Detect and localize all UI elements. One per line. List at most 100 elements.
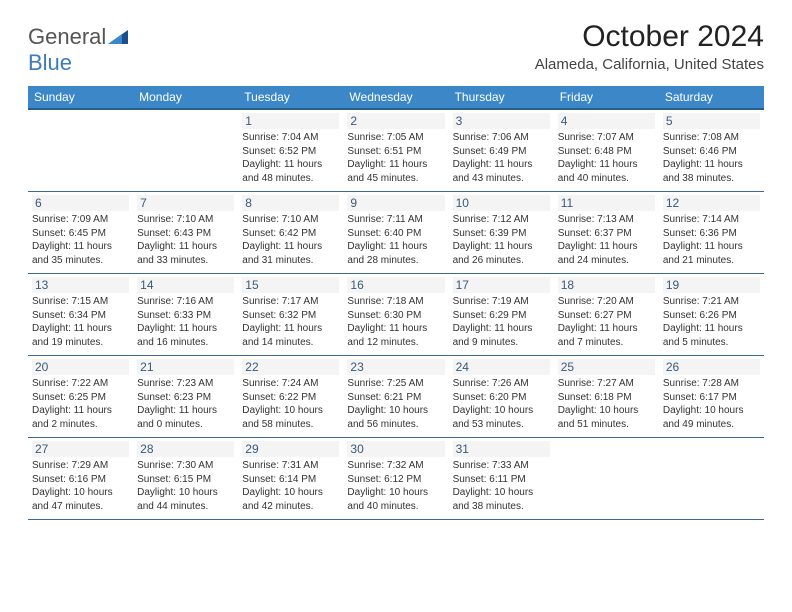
sunrise-text: Sunrise: 7:27 AM: [558, 377, 655, 391]
sunset-text: Sunset: 6:39 PM: [453, 227, 550, 241]
day-cell: 16 Sunrise: 7:18 AMSunset: 6:30 PMDayligh…: [343, 274, 448, 356]
week-row: 1Sunrise: 7:04 AMSunset: 6:52 PMDaylight…: [28, 109, 764, 192]
daylight-text: Daylight: 11 hours and 31 minutes.: [242, 240, 339, 267]
day-info: Sunrise: 7:07 AMSunset: 6:48 PMDaylight:…: [558, 131, 655, 185]
day-cell: 12Sunrise: 7:14 AMSunset: 6:36 PMDayligh…: [659, 192, 764, 274]
day-info: Sunrise: 7:16 AMSunset: 6:33 PMDaylight:…: [137, 295, 234, 349]
sunrise-text: Sunrise: 7:19 AM: [453, 295, 550, 309]
day-number: 30: [347, 441, 444, 457]
sunrise-text: Sunrise: 7:33 AM: [453, 459, 550, 473]
daylight-text: Daylight: 11 hours and 43 minutes.: [453, 158, 550, 185]
logo-text: General Blue: [28, 24, 128, 76]
sunset-text: Sunset: 6:33 PM: [137, 309, 234, 323]
sunrise-text: Sunrise: 7:28 AM: [663, 377, 760, 391]
day-number: 21: [137, 359, 234, 375]
day-cell: 18Sunrise: 7:20 AMSunset: 6:27 PMDayligh…: [554, 274, 659, 356]
day-info: Sunrise: 7:32 AMSunset: 6:12 PMDaylight:…: [347, 459, 444, 513]
daylight-text: Daylight: 11 hours and 24 minutes.: [558, 240, 655, 267]
day-number: 20: [32, 359, 129, 375]
daylight-text: Daylight: 11 hours and 14 minutes.: [242, 322, 339, 349]
day-number: 16: [347, 277, 444, 293]
day-info: Sunrise: 7:18 AMSunset: 6:30 PMDaylight:…: [347, 295, 444, 349]
sunset-text: Sunset: 6:26 PM: [663, 309, 760, 323]
day-cell: 14Sunrise: 7:16 AMSunset: 6:33 PMDayligh…: [133, 274, 238, 356]
day-cell: 17Sunrise: 7:19 AMSunset: 6:29 PMDayligh…: [449, 274, 554, 356]
sunset-text: Sunset: 6:16 PM: [32, 473, 129, 487]
day-info: Sunrise: 7:31 AMSunset: 6:14 PMDaylight:…: [242, 459, 339, 513]
col-sunday: Sunday: [28, 86, 133, 109]
daylight-text: Daylight: 10 hours and 58 minutes.: [242, 404, 339, 431]
daylight-text: Daylight: 11 hours and 38 minutes.: [663, 158, 760, 185]
day-cell: 22Sunrise: 7:24 AMSunset: 6:22 PMDayligh…: [238, 356, 343, 438]
sunrise-text: Sunrise: 7:13 AM: [558, 213, 655, 227]
weekday-header-row: Sunday Monday Tuesday Wednesday Thursday…: [28, 86, 764, 109]
day-info: Sunrise: 7:26 AMSunset: 6:20 PMDaylight:…: [453, 377, 550, 431]
day-number: 10: [453, 195, 550, 211]
day-cell: 30 Sunrise: 7:32 AMSunset: 6:12 PMDayligh…: [343, 438, 448, 520]
day-number: 2: [347, 113, 444, 129]
daylight-text: Daylight: 10 hours and 38 minutes.: [453, 486, 550, 513]
sunrise-text: Sunrise: 7:17 AM: [242, 295, 339, 309]
daylight-text: Daylight: 11 hours and 7 minutes.: [558, 322, 655, 349]
sunrise-text: Sunrise: 7:10 AM: [137, 213, 234, 227]
sunset-text: Sunset: 6:43 PM: [137, 227, 234, 241]
daylight-text: Daylight: 11 hours and 16 minutes.: [137, 322, 234, 349]
month-title: October 2024: [535, 20, 764, 54]
sunrise-text: Sunrise: 7:05 AM: [347, 131, 444, 145]
week-row: 27Sunrise: 7:29 AMSunset: 6:16 PMDayligh…: [28, 438, 764, 520]
sunrise-text: Sunrise: 7:25 AM: [347, 377, 444, 391]
day-info: Sunrise: 7:10 AMSunset: 6:43 PMDaylight:…: [137, 213, 234, 267]
sunrise-text: Sunrise: 7:23 AM: [137, 377, 234, 391]
sunset-text: Sunset: 6:14 PM: [242, 473, 339, 487]
day-cell: 25Sunrise: 7:27 AMSunset: 6:18 PMDayligh…: [554, 356, 659, 438]
sunrise-text: Sunrise: 7:07 AM: [558, 131, 655, 145]
day-info: Sunrise: 7:23 AMSunset: 6:23 PMDaylight:…: [137, 377, 234, 431]
col-friday: Friday: [554, 86, 659, 109]
day-number: 31: [453, 441, 550, 457]
day-info: Sunrise: 7:33 AMSunset: 6:11 PMDaylight:…: [453, 459, 550, 513]
sunrise-text: Sunrise: 7:12 AM: [453, 213, 550, 227]
sunrise-text: Sunrise: 7:16 AM: [137, 295, 234, 309]
day-cell: [133, 109, 238, 192]
day-number: 11: [558, 195, 655, 211]
day-cell: 23Sunrise: 7:25 AMSunset: 6:21 PMDayligh…: [343, 356, 448, 438]
sunset-text: Sunset: 6:27 PM: [558, 309, 655, 323]
sunset-text: Sunset: 6:52 PM: [242, 145, 339, 159]
day-number: 6: [32, 195, 129, 211]
day-cell: 2Sunrise: 7:05 AMSunset: 6:51 PMDaylight…: [343, 109, 448, 192]
sunrise-text: Sunrise: 7:32 AM: [347, 459, 444, 473]
daylight-text: Daylight: 10 hours and 44 minutes.: [137, 486, 234, 513]
day-number: 29: [242, 441, 339, 457]
day-cell: 1Sunrise: 7:04 AMSunset: 6:52 PMDaylight…: [238, 109, 343, 192]
sunrise-text: Sunrise: 7:15 AM: [32, 295, 129, 309]
day-cell: 27Sunrise: 7:29 AMSunset: 6:16 PMDayligh…: [28, 438, 133, 520]
daylight-text: Daylight: 10 hours and 56 minutes.: [347, 404, 444, 431]
day-cell: 31 Sunrise: 7:33 AMSunset: 6:11 PMDayligh…: [449, 438, 554, 520]
day-cell: 5Sunrise: 7:08 AMSunset: 6:46 PMDaylight…: [659, 109, 764, 192]
daylight-text: Daylight: 11 hours and 9 minutes.: [453, 322, 550, 349]
day-cell: 19Sunrise: 7:21 AMSunset: 6:26 PMDayligh…: [659, 274, 764, 356]
sunset-text: Sunset: 6:23 PM: [137, 391, 234, 405]
sunset-text: Sunset: 6:20 PM: [453, 391, 550, 405]
day-info: Sunrise: 7:27 AMSunset: 6:18 PMDaylight:…: [558, 377, 655, 431]
day-number: 18: [558, 277, 655, 293]
day-info: Sunrise: 7:21 AMSunset: 6:26 PMDaylight:…: [663, 295, 760, 349]
day-cell: 9Sunrise: 7:11 AMSunset: 6:40 PMDaylight…: [343, 192, 448, 274]
logo-word-blue: Blue: [28, 50, 72, 75]
daylight-text: Daylight: 11 hours and 45 minutes.: [347, 158, 444, 185]
day-info: Sunrise: 7:30 AMSunset: 6:15 PMDaylight:…: [137, 459, 234, 513]
sunset-text: Sunset: 6:49 PM: [453, 145, 550, 159]
calendar-table: Sunday Monday Tuesday Wednesday Thursday…: [28, 86, 764, 520]
day-cell: [554, 438, 659, 520]
logo-triangle-icon: [108, 24, 128, 50]
day-info: Sunrise: 7:29 AMSunset: 6:16 PMDaylight:…: [32, 459, 129, 513]
sunrise-text: Sunrise: 7:14 AM: [663, 213, 760, 227]
daylight-text: Daylight: 10 hours and 49 minutes.: [663, 404, 760, 431]
daylight-text: Daylight: 11 hours and 5 minutes.: [663, 322, 760, 349]
day-number: 8: [242, 195, 339, 211]
col-wednesday: Wednesday: [343, 86, 448, 109]
sunset-text: Sunset: 6:45 PM: [32, 227, 129, 241]
day-cell: 6Sunrise: 7:09 AMSunset: 6:45 PMDaylight…: [28, 192, 133, 274]
sunset-text: Sunset: 6:25 PM: [32, 391, 129, 405]
day-info: Sunrise: 7:19 AMSunset: 6:29 PMDaylight:…: [453, 295, 550, 349]
